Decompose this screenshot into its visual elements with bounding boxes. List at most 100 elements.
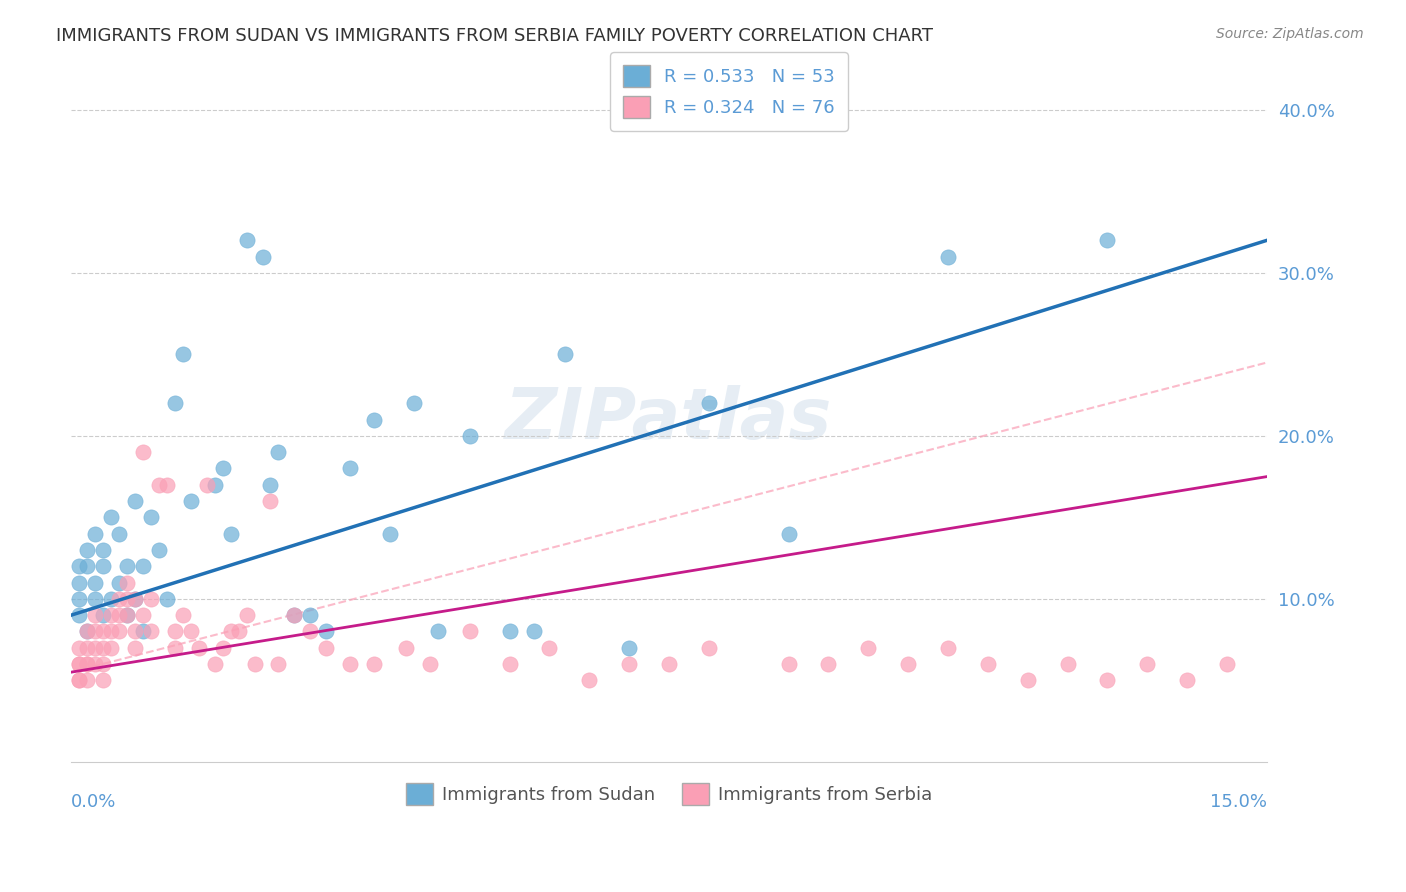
Point xyxy=(124,494,146,508)
Point xyxy=(108,608,131,623)
Point xyxy=(426,624,449,639)
Point xyxy=(115,591,138,606)
Point xyxy=(76,657,98,671)
Point xyxy=(163,624,186,639)
Point xyxy=(363,412,385,426)
Point xyxy=(235,608,257,623)
Point xyxy=(172,347,194,361)
Point xyxy=(195,477,218,491)
Point xyxy=(84,526,107,541)
Point xyxy=(139,624,162,639)
Point xyxy=(1056,657,1078,671)
Point xyxy=(339,461,361,475)
Point xyxy=(219,624,242,639)
Point xyxy=(91,624,114,639)
Point xyxy=(1175,673,1198,688)
Point xyxy=(115,608,138,623)
Point xyxy=(76,657,98,671)
Point xyxy=(132,608,155,623)
Point xyxy=(977,657,1000,671)
Point xyxy=(1216,657,1239,671)
Point xyxy=(124,624,146,639)
Point xyxy=(124,591,146,606)
Point xyxy=(84,640,107,655)
Point xyxy=(228,624,250,639)
Point xyxy=(259,477,281,491)
Point xyxy=(91,608,114,623)
Point xyxy=(91,559,114,574)
Point xyxy=(315,624,337,639)
Point xyxy=(91,657,114,671)
Point xyxy=(108,575,131,590)
Point xyxy=(100,640,122,655)
Point xyxy=(84,608,107,623)
Text: ZIPatlas: ZIPatlas xyxy=(505,385,832,454)
Point xyxy=(124,591,146,606)
Point xyxy=(139,510,162,524)
Point xyxy=(897,657,920,671)
Point xyxy=(204,477,226,491)
Legend: Immigrants from Sudan, Immigrants from Serbia: Immigrants from Sudan, Immigrants from S… xyxy=(396,774,942,814)
Point xyxy=(100,591,122,606)
Point xyxy=(163,396,186,410)
Point xyxy=(458,429,481,443)
Point xyxy=(419,657,441,671)
Point xyxy=(84,591,107,606)
Point xyxy=(817,657,839,671)
Text: IMMIGRANTS FROM SUDAN VS IMMIGRANTS FROM SERBIA FAMILY POVERTY CORRELATION CHART: IMMIGRANTS FROM SUDAN VS IMMIGRANTS FROM… xyxy=(56,27,934,45)
Point xyxy=(148,543,170,558)
Point xyxy=(76,559,98,574)
Point xyxy=(76,673,98,688)
Point xyxy=(778,526,800,541)
Point xyxy=(76,640,98,655)
Point xyxy=(267,657,290,671)
Point xyxy=(132,445,155,459)
Point xyxy=(339,657,361,671)
Point xyxy=(267,445,290,459)
Point xyxy=(458,624,481,639)
Point xyxy=(252,250,274,264)
Point xyxy=(1017,673,1039,688)
Point xyxy=(498,624,520,639)
Point xyxy=(180,494,202,508)
Point xyxy=(259,494,281,508)
Point xyxy=(156,477,179,491)
Point xyxy=(180,624,202,639)
Point xyxy=(204,657,226,671)
Point xyxy=(858,640,880,655)
Point xyxy=(100,608,122,623)
Point xyxy=(132,624,155,639)
Text: 0.0%: 0.0% xyxy=(72,793,117,811)
Point xyxy=(299,624,322,639)
Text: Source: ZipAtlas.com: Source: ZipAtlas.com xyxy=(1216,27,1364,41)
Point xyxy=(211,461,233,475)
Point xyxy=(91,673,114,688)
Point xyxy=(1097,233,1119,247)
Point xyxy=(67,575,90,590)
Point xyxy=(148,477,170,491)
Point xyxy=(156,591,179,606)
Point xyxy=(84,657,107,671)
Point xyxy=(395,640,418,655)
Point xyxy=(658,657,681,671)
Point xyxy=(578,673,600,688)
Point xyxy=(378,526,401,541)
Point xyxy=(522,624,544,639)
Point xyxy=(538,640,561,655)
Point xyxy=(697,640,720,655)
Point xyxy=(283,608,305,623)
Point xyxy=(108,624,131,639)
Point xyxy=(108,591,131,606)
Point xyxy=(108,526,131,541)
Point xyxy=(219,526,242,541)
Point xyxy=(498,657,520,671)
Point xyxy=(936,640,959,655)
Point xyxy=(402,396,425,410)
Point xyxy=(778,657,800,671)
Point xyxy=(554,347,576,361)
Point xyxy=(697,396,720,410)
Point xyxy=(363,657,385,671)
Point xyxy=(76,624,98,639)
Point xyxy=(115,559,138,574)
Point xyxy=(315,640,337,655)
